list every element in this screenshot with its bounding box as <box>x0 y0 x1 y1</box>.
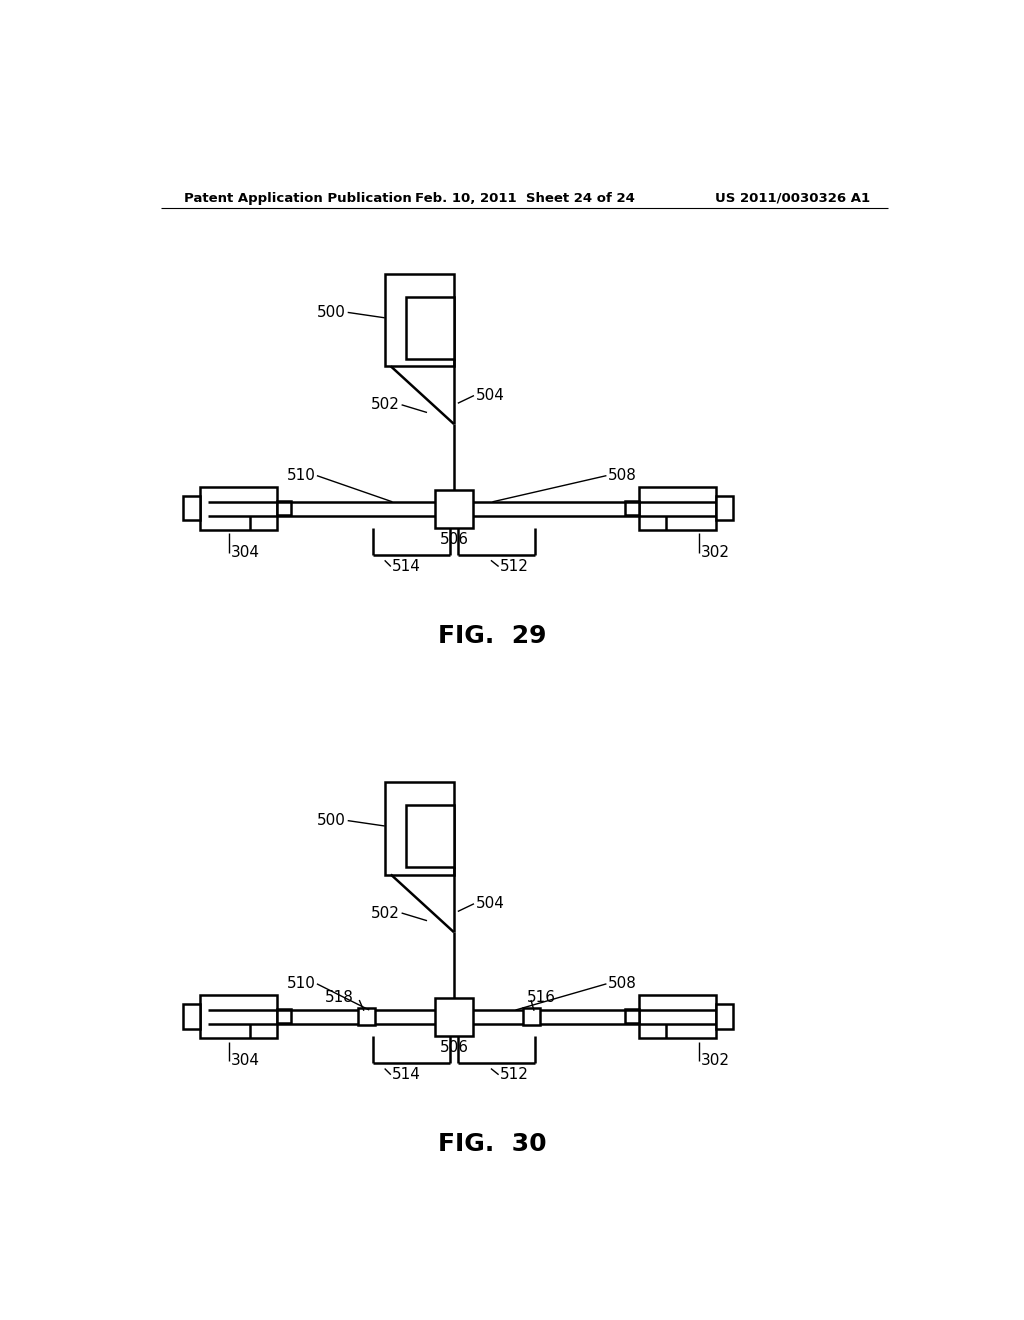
Text: 510: 510 <box>287 469 315 483</box>
Text: 516: 516 <box>527 990 556 1006</box>
Bar <box>385 275 454 367</box>
Text: 514: 514 <box>392 558 421 574</box>
Text: 512: 512 <box>500 1067 529 1082</box>
Bar <box>435 490 473 528</box>
Text: 500: 500 <box>317 305 346 319</box>
Text: 510: 510 <box>287 977 315 991</box>
Text: 512: 512 <box>500 558 529 574</box>
Bar <box>385 781 454 874</box>
Text: Feb. 10, 2011  Sheet 24 of 24: Feb. 10, 2011 Sheet 24 of 24 <box>415 191 635 205</box>
Bar <box>435 998 473 1036</box>
Bar <box>357 1008 375 1026</box>
Text: 504: 504 <box>475 896 505 911</box>
Text: 302: 302 <box>700 545 729 560</box>
Text: 506: 506 <box>439 532 468 546</box>
Text: 506: 506 <box>439 1040 468 1055</box>
Text: FIG.  30: FIG. 30 <box>438 1133 547 1156</box>
Bar <box>639 995 716 1038</box>
Text: 302: 302 <box>700 1053 729 1068</box>
Bar <box>200 487 276 529</box>
Bar <box>200 995 276 1038</box>
Bar <box>407 805 454 867</box>
Text: 304: 304 <box>230 1053 260 1068</box>
Bar <box>183 496 200 520</box>
Bar <box>625 1010 639 1023</box>
Bar <box>625 502 639 515</box>
Text: 304: 304 <box>230 545 260 560</box>
Text: 502: 502 <box>371 906 400 920</box>
Text: US 2011/0030326 A1: US 2011/0030326 A1 <box>715 191 869 205</box>
Text: Patent Application Publication: Patent Application Publication <box>184 191 413 205</box>
Text: 500: 500 <box>317 813 346 828</box>
Bar <box>183 1003 200 1028</box>
Text: 508: 508 <box>608 469 637 483</box>
Bar <box>276 1010 291 1023</box>
Bar <box>523 1008 541 1026</box>
Bar <box>716 496 733 520</box>
Text: 508: 508 <box>608 977 637 991</box>
Text: 514: 514 <box>392 1067 421 1082</box>
Bar <box>276 502 291 515</box>
Bar <box>639 487 716 529</box>
Bar <box>407 297 454 359</box>
Bar <box>716 1003 733 1028</box>
Text: FIG.  29: FIG. 29 <box>438 624 547 648</box>
Text: 502: 502 <box>371 397 400 412</box>
Text: 504: 504 <box>475 388 505 403</box>
Text: 518: 518 <box>325 990 354 1006</box>
